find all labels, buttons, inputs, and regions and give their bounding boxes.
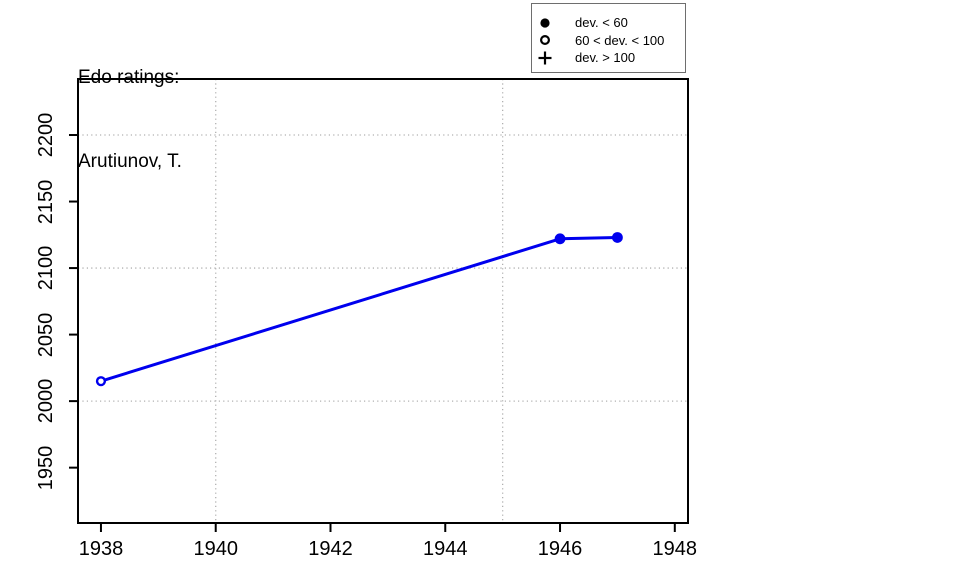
x-tick-label: 1944 (423, 538, 468, 560)
x-tick-label: 1938 (78, 538, 124, 560)
legend-item-label: dev. < 60 (575, 15, 628, 31)
x-tick-label: 1946 (537, 538, 583, 560)
data-line (99, 235, 619, 383)
legend-item: dev. < 60 (532, 14, 685, 32)
open-circle-icon (532, 32, 558, 48)
plus-icon (532, 50, 558, 66)
plot-frame (77, 78, 689, 524)
x-tick-label: 1940 (193, 538, 238, 560)
filled-circle-icon (532, 15, 558, 31)
data-point-filled-circle (554, 233, 566, 245)
legend-item: 60 < dev. < 100 (532, 32, 685, 50)
legend-item-label: dev. > 100 (575, 50, 636, 66)
legend-box: dev. < 60 60 < dev. < 100 dev. > 100 (531, 3, 686, 73)
chart-title: Edo ratings: Arutiunov, T. (78, 8, 182, 204)
legend-item-label: 60 < dev. < 100 (575, 32, 665, 48)
chart-title-line1: Edo ratings: (78, 67, 180, 88)
x-tick-label: 1948 (652, 538, 698, 560)
x-tick-label: 1942 (308, 538, 353, 560)
chart-title-line2: Arutiunov, T. (78, 151, 182, 172)
legend-item: dev. > 100 (532, 49, 685, 67)
data-point-open-circle (95, 376, 107, 387)
data-point-filled-circle (612, 232, 623, 243)
y-tick-label: 2200 (35, 112, 57, 158)
